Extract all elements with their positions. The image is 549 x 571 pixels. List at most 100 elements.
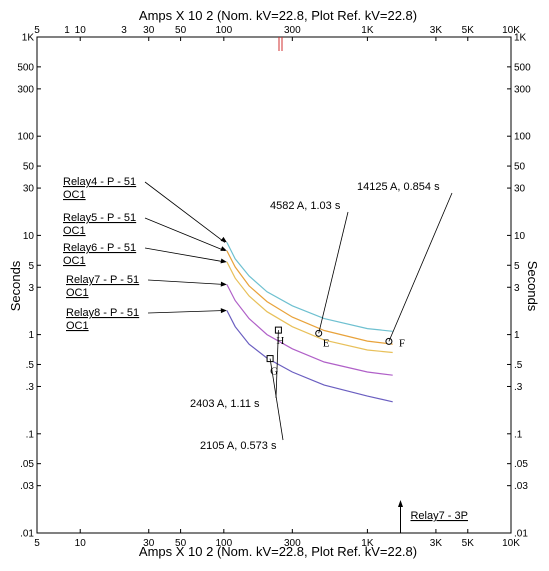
chart-title-top: Amps X 10 2 (Nom. kV=22.8, Plot Ref. kV=… <box>139 8 417 23</box>
point-leader-G <box>269 358 284 441</box>
x-tick-label-top: 300 <box>284 25 301 36</box>
relay-label-leader <box>144 217 226 252</box>
y-tick-label-right: 50 <box>514 162 526 173</box>
plot-frame <box>36 36 512 534</box>
y-tick-label-left: .01 <box>20 529 34 540</box>
y-tick-label-left: .03 <box>20 481 34 492</box>
y-tick-label-right: 300 <box>514 84 531 95</box>
y-tick-label-left: 50 <box>23 162 35 173</box>
y-tick-label-left: .3 <box>26 382 35 393</box>
relay-curve-7 <box>226 284 393 376</box>
y-tick-label-left: .5 <box>26 360 35 371</box>
relay-label-line1: Relay5 - P - 51 <box>63 212 136 224</box>
point-letter-H: H <box>276 335 284 347</box>
x-tick-label-bottom: 10K <box>502 538 520 549</box>
x-tick-label-top: 5K <box>462 25 475 36</box>
y-tick-label-left: 100 <box>17 132 34 143</box>
x-tick-label-bottom: 1K <box>361 538 374 549</box>
relay-label-line2: OC1 <box>63 225 86 237</box>
relay-label-line1: Relay4 - P - 51 <box>63 176 136 188</box>
y-tick-label-right: 10 <box>514 231 526 242</box>
y-tick-label-left: 1K <box>22 33 35 44</box>
relay-label-line2: OC1 <box>66 320 89 332</box>
relay-label-leader <box>144 181 226 243</box>
y-tick-label-left: 500 <box>17 62 34 73</box>
x-tick-label-top: 10K <box>502 25 520 36</box>
y-tick-label-right: 100 <box>514 132 531 143</box>
x-tick-label-bottom: 300 <box>284 538 301 549</box>
x-tick-label-top: 3 <box>121 25 127 36</box>
y-tick-label-left: .1 <box>26 429 35 440</box>
y-tick-label-left: 5 <box>28 261 34 272</box>
relay-curve-4 <box>226 242 393 332</box>
relay-label-arrowhead <box>220 258 227 264</box>
x-tick-label-bottom: 5K <box>462 538 475 549</box>
y-tick-label-right: 3 <box>514 283 520 294</box>
point-annotation-E: 4582 A, 1.03 s <box>270 200 341 212</box>
y-tick-label-right: .3 <box>514 382 523 393</box>
relay-label-line1: Relay8 - P - 51 <box>66 307 139 319</box>
x-tick-label-top: 3K <box>430 25 443 36</box>
relay-curve-5 <box>226 250 393 345</box>
relay7-3p-label: Relay7 - 3P <box>410 510 467 522</box>
y-tick-label-right: 1 <box>514 330 520 341</box>
point-leader-F <box>388 192 453 342</box>
point-annotation-G: 2105 A, 0.573 s <box>200 440 277 452</box>
x-tick-label-bottom: 50 <box>175 538 187 549</box>
relay-label-leader <box>147 310 225 314</box>
point-annotation-F: 14125 A, 0.854 s <box>357 181 440 193</box>
y-tick-label-right: .1 <box>514 429 523 440</box>
relay-label-line1: Relay7 - P - 51 <box>66 274 139 286</box>
x-tick-label-bottom: 100 <box>215 538 232 549</box>
point-leader-E <box>318 211 349 334</box>
y-tick-label-right: .5 <box>514 360 523 371</box>
relay-label-arrowhead <box>220 281 227 287</box>
x-tick-label-top: 10 <box>75 25 87 36</box>
x-tick-label-top: 1K <box>361 25 374 36</box>
y-tick-label-left: 10 <box>23 231 35 242</box>
relay-curve-8 <box>226 310 393 403</box>
relay-curve-6 <box>226 261 393 354</box>
x-tick-label-top: 30 <box>143 25 155 36</box>
x-tick-label-bottom: 5 <box>34 538 40 549</box>
x-tick-label-bottom: 10 <box>75 538 87 549</box>
y-tick-label-left: .05 <box>20 459 34 470</box>
y-tick-label-right: 5 <box>514 261 520 272</box>
y-tick-label-right: 30 <box>514 184 526 195</box>
y-axis-label-right: Seconds <box>525 261 540 312</box>
y-tick-label-left: 3 <box>28 283 34 294</box>
relay-label-line2: OC1 <box>63 255 86 267</box>
x-tick-label-bottom: 30 <box>143 538 155 549</box>
x-tick-label-top: 50 <box>175 25 187 36</box>
y-tick-label-left: 300 <box>17 84 34 95</box>
point-letter-E: E <box>323 337 330 349</box>
point-letter-G: G <box>270 366 278 378</box>
y-tick-label-right: 1K <box>514 33 527 44</box>
y-tick-label-right: .01 <box>514 529 528 540</box>
axis-ticks: 5 5 10 10 30 30 50 50 100 100 300 300 1K 1K 3K 3K 5K 5K 10… <box>17 25 531 549</box>
x-tick-label-bottom: 3K <box>430 538 443 549</box>
relay-label-arrowhead <box>220 308 227 314</box>
y-axis-label-left: Seconds <box>8 260 23 311</box>
point-annotation-H: 2403 A, 1.11 s <box>190 398 260 410</box>
y-tick-label-left: 30 <box>23 184 35 195</box>
y-tick-label-left: 1 <box>28 330 34 341</box>
annotation-points: H 2403 A, 1.11 s G 2105 A, 0.573 s E 4582 A, … <box>190 181 453 452</box>
relay-label-line2: OC1 <box>66 287 89 299</box>
relay-label-leader <box>147 279 225 285</box>
relay-label-arrowhead <box>220 236 227 243</box>
relay7-3p-arrowhead <box>397 500 403 507</box>
y-tick-label-right: .03 <box>514 481 528 492</box>
y-tick-label-right: .05 <box>514 459 528 470</box>
x-tick-label-top: 1 <box>64 25 70 36</box>
chart-title-bottom: Amps X 10 2 (Nom. kV=22.8, Plot Ref. kV=… <box>139 544 417 559</box>
point-leader-H <box>275 330 279 399</box>
relay-label-leader <box>144 247 225 263</box>
y-tick-label-right: 500 <box>514 62 531 73</box>
relay7-3p-marker: Relay7 - 3P <box>397 500 468 533</box>
x-tick-label-top: 5 <box>34 25 40 36</box>
relay-label-line2: OC1 <box>63 189 86 201</box>
relay-label-line1: Relay6 - P - 51 <box>63 242 136 254</box>
point-letter-F: F <box>399 337 405 349</box>
